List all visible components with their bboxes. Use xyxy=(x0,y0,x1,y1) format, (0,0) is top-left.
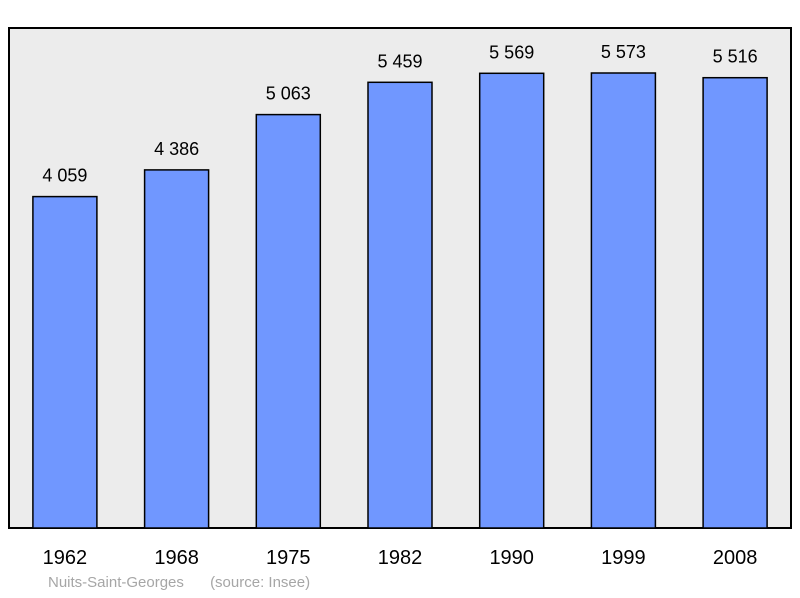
bar-1990 xyxy=(478,72,545,529)
value-label-1999: 5 573 xyxy=(601,42,646,62)
bar-1982 xyxy=(367,81,433,529)
x-tick-label-1999: 1999 xyxy=(601,547,646,569)
bar-1962 xyxy=(32,195,98,529)
value-label-1962: 4 059 xyxy=(42,166,87,186)
source-note: (source: Insee) xyxy=(210,574,311,591)
chart-footer: Nuits-Saint-Georges (source: Insee) xyxy=(48,574,332,591)
place-name: Nuits-Saint-Georges xyxy=(48,574,184,591)
bar-1968 xyxy=(143,169,210,529)
value-label-1990: 5 569 xyxy=(489,42,534,62)
value-label-1968: 4 386 xyxy=(154,139,199,159)
x-tick-labels-group: 1962 1968 1975 1982 1990 1999 2008 xyxy=(43,547,758,569)
value-label-2008: 5 516 xyxy=(713,47,758,67)
bar-1975 xyxy=(255,113,322,529)
x-tick-label-1982: 1982 xyxy=(378,547,423,569)
x-tick-label-1990: 1990 xyxy=(489,547,534,569)
value-label-1975: 5 063 xyxy=(266,84,311,104)
x-tick-label-2008: 2008 xyxy=(713,547,758,569)
bars-group xyxy=(32,72,768,529)
x-tick-label-1975: 1975 xyxy=(266,547,311,569)
x-tick-label-1962: 1962 xyxy=(43,547,88,569)
bar-1999 xyxy=(590,72,657,529)
value-label-1982: 5 459 xyxy=(377,51,422,71)
value-labels-group: 4 059 4 386 5 063 5 459 5 569 5 573 5 516 xyxy=(42,42,757,186)
x-tick-label-1968: 1968 xyxy=(154,547,199,569)
bar-2008 xyxy=(702,76,768,529)
